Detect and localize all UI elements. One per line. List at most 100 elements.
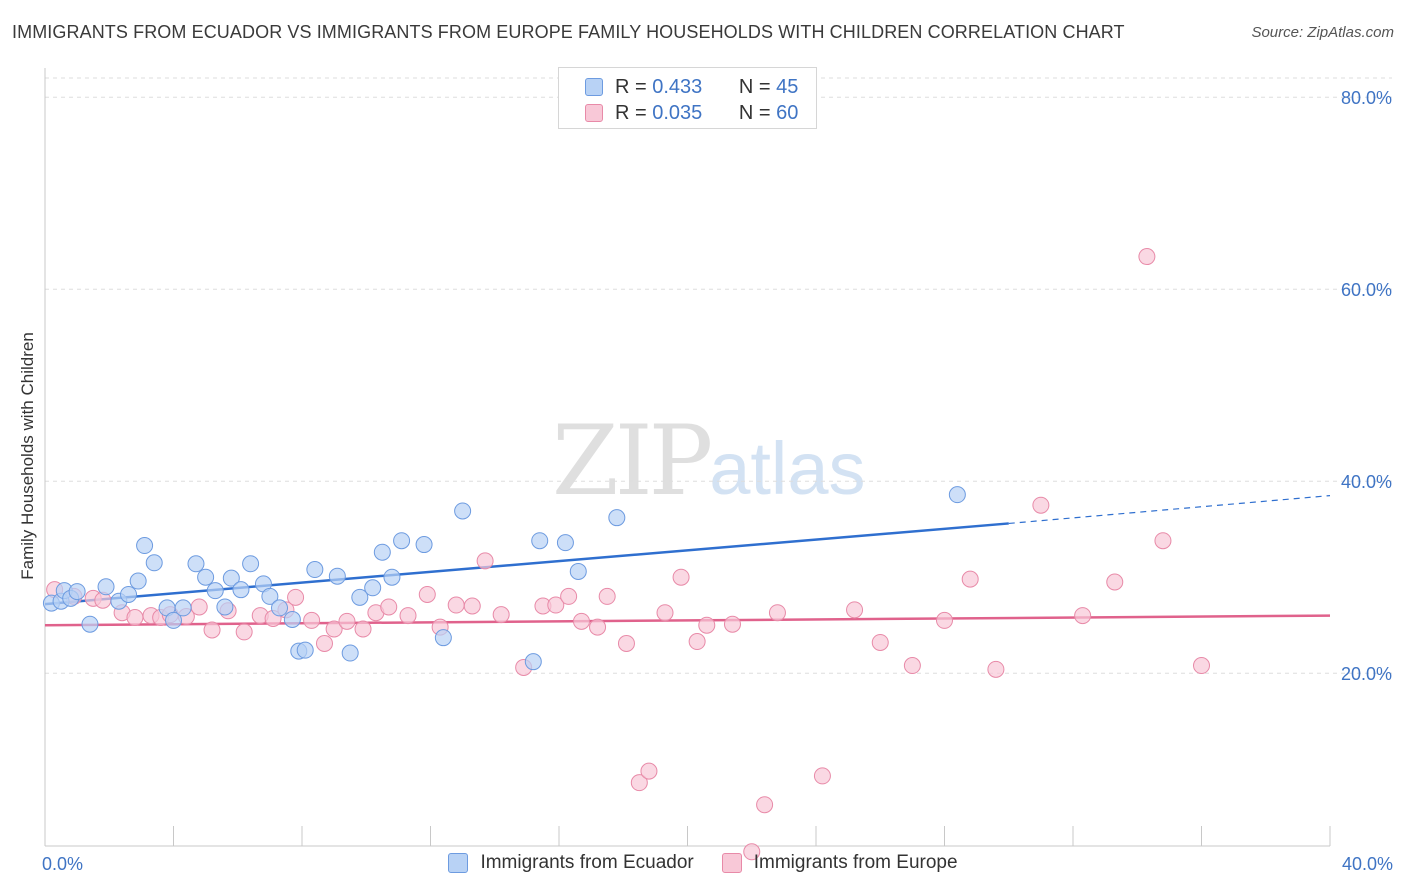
- ecuador-point: [129, 572, 147, 590]
- europe-point: [547, 596, 565, 614]
- stats-legend-box: R = 0.433 N = 45 R = 0.035 N = 60: [558, 67, 817, 129]
- ecuador-point: [328, 567, 346, 585]
- europe-point: [743, 843, 761, 861]
- ecuador-trend-line: [44, 522, 1009, 606]
- ecuador-trend-extension: [1008, 495, 1331, 525]
- x-tick-label: 40.0%: [1342, 854, 1393, 874]
- europe-point: [572, 612, 590, 630]
- ecuador-point: [145, 554, 163, 572]
- point-layer: [42, 248, 1210, 861]
- trend-layer: [44, 495, 1331, 627]
- y-tick-label: 40.0%: [1341, 472, 1392, 492]
- europe-point: [768, 604, 786, 622]
- europe-point: [846, 601, 864, 619]
- ecuador-point: [222, 569, 240, 587]
- n-label: N =: [738, 101, 771, 124]
- ecuador-point: [341, 644, 359, 662]
- r-value: 0.433: [652, 75, 703, 98]
- europe-point: [598, 587, 616, 605]
- europe-point: [1154, 532, 1172, 550]
- europe-point: [492, 606, 510, 624]
- europe-point: [303, 611, 321, 629]
- ecuador-point: [136, 537, 154, 555]
- legend-item-europe[interactable]: Immigrants from Europe: [721, 852, 958, 874]
- europe-point: [1074, 607, 1092, 625]
- europe-point: [813, 767, 831, 785]
- europe-point: [987, 660, 1005, 678]
- europe-point: [190, 598, 208, 616]
- stats-row-europe: R = 0.035 N = 60: [585, 100, 798, 126]
- europe-point: [338, 612, 356, 630]
- chart-legend: Immigrants from Ecuador Immigrants from …: [0, 852, 1406, 874]
- n-value: 45: [776, 75, 799, 98]
- europe-point: [126, 609, 144, 627]
- europe-point: [589, 618, 607, 636]
- ecuador-point: [383, 568, 401, 586]
- europe-point: [723, 615, 741, 633]
- legend-label-ecuador: Immigrants from Ecuador: [480, 852, 694, 873]
- europe-point: [1106, 573, 1124, 591]
- ecuador-point: [174, 599, 192, 617]
- source-label: Source: ZipAtlas.com: [1251, 24, 1394, 41]
- ecuador-point: [165, 611, 182, 629]
- ecuador-point: [120, 585, 138, 603]
- ecuador-point: [556, 534, 574, 552]
- ecuador-point: [283, 610, 301, 628]
- y-tick-label: 80.0%: [1341, 88, 1392, 108]
- ecuador-point: [271, 599, 289, 617]
- stats-row-ecuador: R = 0.433 N = 45: [585, 74, 798, 100]
- europe-point: [756, 796, 774, 814]
- europe-point: [325, 620, 343, 638]
- ecuador-point: [232, 581, 250, 599]
- ecuador-point: [81, 615, 99, 633]
- europe-point: [380, 598, 398, 616]
- europe-point: [399, 607, 417, 625]
- europe-trend-line: [44, 614, 1331, 627]
- europe-point: [617, 634, 635, 652]
- europe-point: [688, 633, 706, 651]
- ecuador-point: [187, 555, 205, 573]
- ecuador-point: [206, 582, 224, 600]
- chart-title: IMMIGRANTS FROM ECUADOR VS IMMIGRANTS FR…: [12, 22, 1125, 42]
- europe-point: [656, 604, 674, 622]
- ecuador-point: [393, 532, 411, 550]
- r-value: 0.035: [652, 101, 703, 124]
- ecuador-point: [524, 653, 542, 671]
- ecuador-point: [434, 629, 452, 647]
- ecuador-point: [415, 536, 433, 554]
- legend-label-europe: Immigrants from Europe: [753, 852, 958, 873]
- x-tick-label: 0.0%: [42, 854, 83, 874]
- y-tick-label: 60.0%: [1341, 280, 1392, 300]
- europe-swatch: [721, 853, 742, 873]
- y-tick-label: 20.0%: [1341, 664, 1392, 684]
- ecuador-point: [68, 583, 86, 601]
- ecuador-swatch: [448, 853, 469, 873]
- europe-point: [630, 774, 648, 792]
- europe-point: [640, 762, 658, 780]
- europe-point: [1138, 248, 1156, 266]
- n-value: 60: [776, 101, 799, 124]
- europe-point: [287, 588, 305, 606]
- europe-point: [354, 620, 372, 638]
- legend-item-ecuador[interactable]: Immigrants from Ecuador: [448, 852, 694, 874]
- ecuador-point: [569, 562, 587, 580]
- ecuador-point: [454, 502, 472, 520]
- europe-point: [961, 570, 979, 588]
- ecuador-point: [948, 486, 966, 504]
- ecuador-point: [531, 532, 549, 550]
- europe-point: [672, 568, 690, 586]
- europe-point: [463, 597, 481, 615]
- europe-swatch: [585, 104, 603, 122]
- y-axis-label: Family Households with Children: [18, 332, 37, 580]
- n-label: N =: [738, 75, 771, 98]
- europe-point: [476, 552, 494, 570]
- ecuador-point: [261, 587, 279, 605]
- europe-point: [871, 633, 889, 651]
- europe-point: [235, 623, 253, 641]
- europe-point: [1032, 496, 1050, 514]
- ecuador-point: [197, 568, 215, 586]
- europe-point: [698, 616, 716, 634]
- axis-layer: 20.0% 40.0% 60.0% 80.0% 0.0% 40.0%: [42, 68, 1393, 874]
- ecuador-point: [296, 641, 314, 659]
